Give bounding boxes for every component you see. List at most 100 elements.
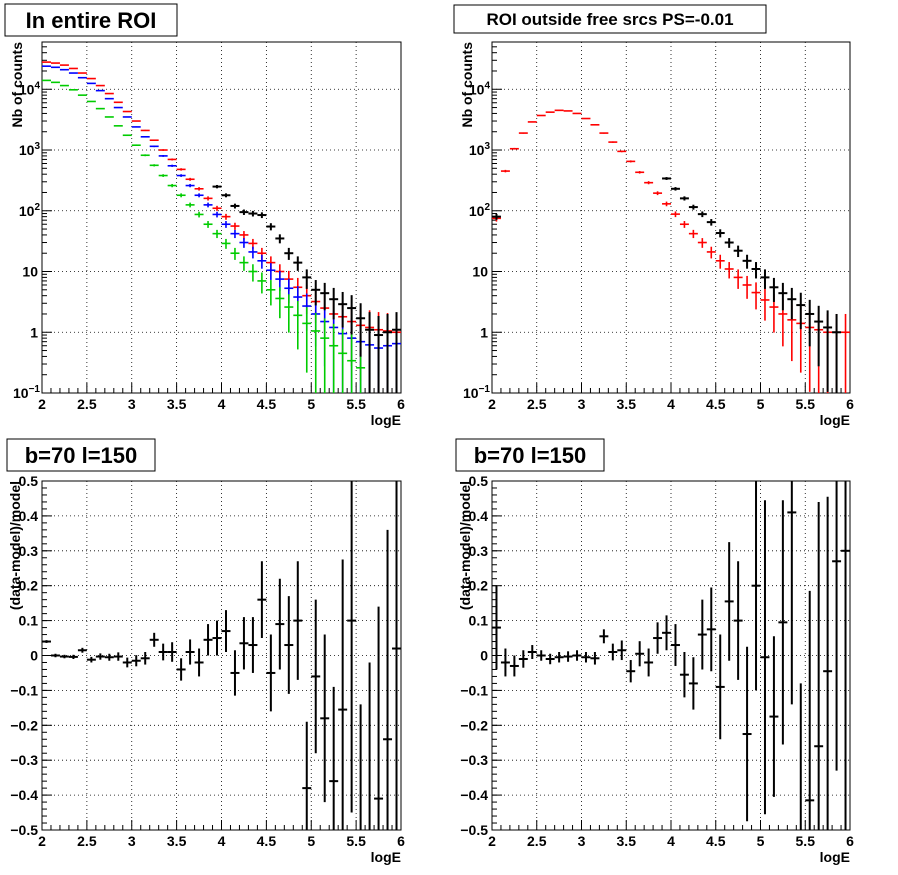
x-tick-label: 3.5 xyxy=(167,396,187,412)
x-tick-label: 4 xyxy=(667,833,675,849)
y-tick-label: 10 xyxy=(472,264,488,280)
x-tick-label: 5.5 xyxy=(346,396,366,412)
chart-panel-2: 2 2.5 3 3.5 4 4.5 5 5.5 610−1110102103104logENb … xyxy=(453,4,854,428)
x-tick-label: 3 xyxy=(578,833,586,849)
y-tick-label: −0.2 xyxy=(10,717,38,733)
chart-title: b=70 l=150 xyxy=(474,443,587,468)
x-tick-label: 2 xyxy=(488,396,496,412)
chart-title: b=70 l=150 xyxy=(25,443,138,468)
title-box xyxy=(453,4,767,34)
y-tick-label: 1 xyxy=(480,324,488,340)
x-tick-label: 3 xyxy=(128,396,136,412)
y-tick-label: −0.1 xyxy=(460,682,488,698)
x-tick-label: 2.5 xyxy=(527,833,547,849)
x-tick-label: 3.5 xyxy=(617,833,637,849)
x-axis-label: logE xyxy=(371,849,401,865)
y-tick-label: 10−1 xyxy=(13,384,40,401)
x-tick-label: 4 xyxy=(667,396,675,412)
x-tick-label: 6 xyxy=(846,396,854,412)
y-axis-label: Nb of counts xyxy=(459,42,475,128)
x-tick-label: 5 xyxy=(757,396,765,412)
y-tick-label: 10 xyxy=(22,264,38,280)
x-tick-label: 5.5 xyxy=(796,396,816,412)
y-tick-label: 10−1 xyxy=(463,384,490,401)
y-tick-label: 0.2 xyxy=(469,578,489,594)
series-1 xyxy=(42,481,401,830)
y-axis: −0.5 −0.4 −0.3 −0.2 −0.1 0 0.1 0.2 0.3 0.4 0.5 xyxy=(10,473,52,838)
y-tick-label: 0.2 xyxy=(19,578,39,594)
chart-panel-4: 2 2.5 3 3.5 4 4.5 5 5.5 6 −0.5 −0.4 −0.3 −0.2 −0.1 0 0.… xyxy=(455,438,854,865)
series-3 xyxy=(42,79,366,393)
series-2 xyxy=(42,65,401,393)
x-axis: 2 2.5 3 3.5 4 4.5 5 5.5 6 xyxy=(488,383,854,412)
y-tick-label: −0.5 xyxy=(10,822,38,838)
x-tick-label: 4.5 xyxy=(706,833,726,849)
x-tick-label: 3 xyxy=(578,396,586,412)
chart-panel-3: 2 2.5 3 3.5 4 4.5 5 5.5 6 −0.5 −0.4 −0.3 −0.2 −0.1 0 0.… xyxy=(6,438,405,865)
x-axis-label: logE xyxy=(371,412,401,428)
y-tick-label: 0.5 xyxy=(19,473,39,489)
title-box xyxy=(6,438,156,472)
series-4 xyxy=(212,184,401,393)
x-tick-label: 5 xyxy=(307,833,315,849)
x-tick-label: 4.5 xyxy=(257,396,277,412)
y-axis-label: Nb of counts xyxy=(9,42,25,128)
y-tick-label: 0.4 xyxy=(19,508,39,524)
series-1 xyxy=(42,61,401,393)
chart-title: ROI outside free srcs PS=-0.01 xyxy=(486,10,733,29)
y-tick-label: −0.4 xyxy=(460,787,488,803)
y-tick-label: 0.1 xyxy=(19,613,39,629)
grid-lines xyxy=(41,480,402,831)
y-tick-label: 102 xyxy=(469,202,491,219)
y-tick-label: 0 xyxy=(480,648,488,664)
y-tick-label: 103 xyxy=(19,141,41,158)
chart-title: In entire ROI xyxy=(26,8,157,33)
grid-lines xyxy=(491,42,851,394)
x-tick-label: 2 xyxy=(38,396,46,412)
series-1 xyxy=(492,481,850,830)
x-tick-label: 5 xyxy=(757,833,765,849)
x-tick-label: 2.5 xyxy=(527,396,547,412)
y-tick-label: −0.3 xyxy=(460,752,488,768)
x-axis-label: logE xyxy=(820,412,850,428)
x-tick-label: 2 xyxy=(38,833,46,849)
y-tick-label: −0.1 xyxy=(10,682,38,698)
x-axis-label: logE xyxy=(820,849,850,865)
y-tick-label: 0 xyxy=(30,648,38,664)
x-tick-label: 6 xyxy=(397,396,405,412)
x-axis: 2 2.5 3 3.5 4 4.5 5 5.5 6 xyxy=(38,383,405,412)
x-tick-label: 3 xyxy=(128,833,136,849)
y-tick-label: 0.3 xyxy=(19,543,39,559)
grid-lines xyxy=(41,42,402,394)
y-tick-label: 103 xyxy=(469,141,491,158)
title-box xyxy=(4,3,178,37)
x-tick-label: 2.5 xyxy=(77,396,97,412)
y-tick-label: 102 xyxy=(19,202,41,219)
x-tick-label: 3.5 xyxy=(167,833,187,849)
x-tick-label: 5 xyxy=(307,396,315,412)
x-tick-label: 4.5 xyxy=(257,833,277,849)
x-axis: 2 2.5 3 3.5 4 4.5 5 5.5 6 xyxy=(488,820,854,849)
y-tick-label: −0.3 xyxy=(10,752,38,768)
x-tick-label: 3.5 xyxy=(617,396,637,412)
series-2 xyxy=(492,177,842,393)
x-tick-label: 6 xyxy=(397,833,405,849)
title-box xyxy=(455,438,605,472)
x-tick-label: 5.5 xyxy=(796,833,816,849)
y-tick-label: 1 xyxy=(30,324,38,340)
x-tick-label: 5.5 xyxy=(346,833,366,849)
x-tick-label: 4 xyxy=(218,396,226,412)
x-axis: 2 2.5 3 3.5 4 4.5 5 5.5 6 xyxy=(38,820,405,849)
x-tick-label: 4.5 xyxy=(706,396,726,412)
x-tick-label: 6 xyxy=(846,833,854,849)
y-tick-label: −0.4 xyxy=(10,787,38,803)
y-tick-label: 0.3 xyxy=(469,543,489,559)
y-tick-label: 0.5 xyxy=(469,473,489,489)
y-axis-label: (data-model)/model xyxy=(457,481,473,610)
chart-panel-1: 2 2.5 3 3.5 4 4.5 5 5.5 610−1110102103104logENb … xyxy=(4,3,405,428)
y-axis-label: (data-model)/model xyxy=(7,481,23,610)
x-tick-label: 4 xyxy=(218,833,226,849)
y-tick-label: −0.2 xyxy=(460,717,488,733)
